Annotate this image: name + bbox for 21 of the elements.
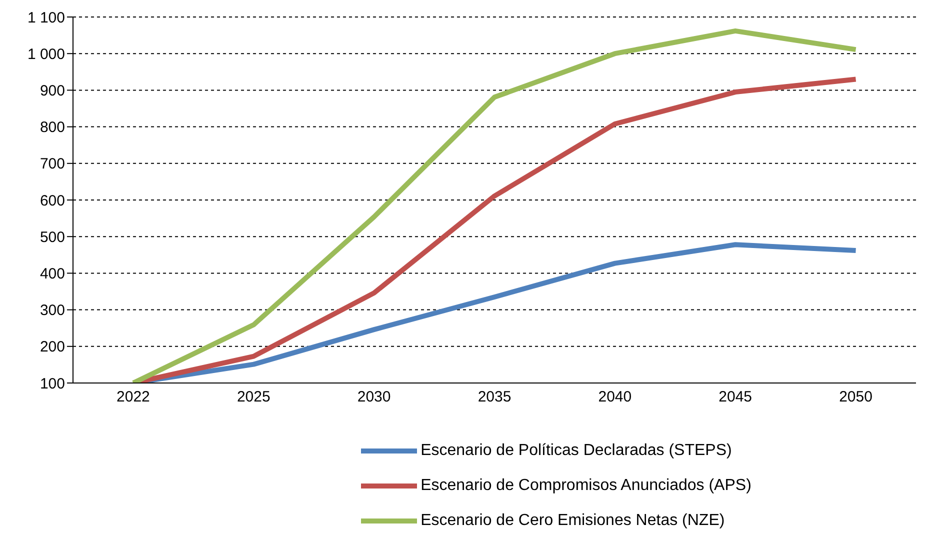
x-tick-label: 2050	[839, 388, 872, 406]
y-tick-label: 1 000	[27, 46, 65, 63]
y-tick-label: 1 100	[27, 9, 65, 26]
y-tick-label: 200	[40, 338, 65, 356]
y-tick-label: 700	[40, 156, 65, 173]
y-tick-label: 500	[40, 228, 65, 246]
y-tick-label: 300	[40, 302, 65, 320]
x-tick-label: 2030	[357, 388, 391, 406]
legend-label: Escenario de Cero Emisiones Netas (NZE)	[420, 512, 725, 530]
y-tick-label: 100	[40, 375, 65, 392]
y-tick-label: 600	[40, 192, 65, 210]
x-tick-label: 2040	[598, 388, 632, 406]
y-tick-label: 900	[40, 82, 65, 100]
x-tick-label: 2045	[718, 388, 752, 406]
x-tick-label: 2025	[236, 388, 270, 406]
x-tick-label: 2035	[478, 388, 512, 406]
x-tick-label: 2022	[116, 388, 150, 406]
legend-label: Escenario de Políticas Declaradas (STEPS)	[420, 442, 732, 460]
y-tick-label: 400	[40, 266, 65, 283]
legend-label: Escenario de Compromisos Anunciados (APS)	[420, 476, 752, 494]
y-tick-label: 800	[40, 119, 65, 136]
